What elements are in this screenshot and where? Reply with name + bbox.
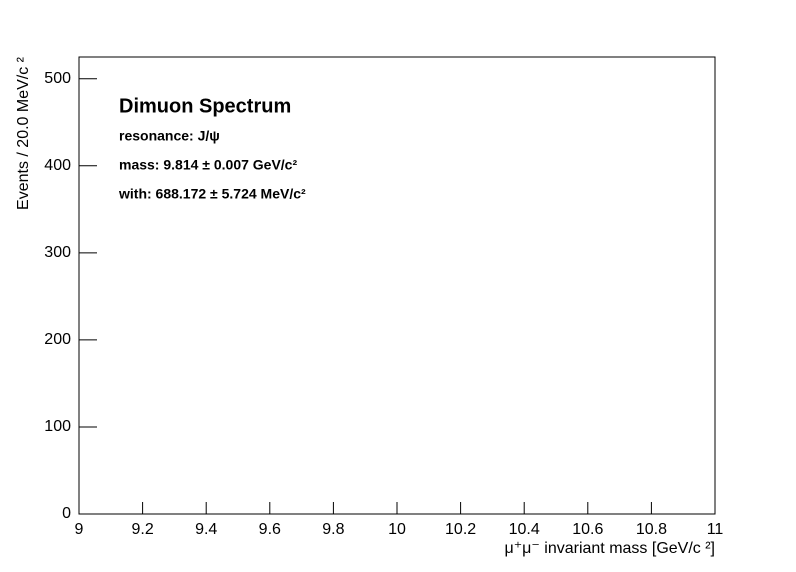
x-tick-label: 10.2 — [445, 521, 476, 538]
y-tick-label: 100 — [44, 418, 71, 435]
y-tick-label: 300 — [44, 244, 71, 261]
x-tick-label: 10.8 — [636, 521, 667, 538]
x-axis-label: μ⁺μ⁻ invariant mass [GeV/c ²] — [505, 540, 716, 557]
x-tick-label: 10.4 — [509, 521, 540, 538]
x-tick-label: 9.8 — [322, 521, 344, 538]
y-tick-label: 0 — [62, 505, 71, 522]
x-tick-label: 9.6 — [259, 521, 281, 538]
annotation: resonance: J/ψ — [119, 128, 220, 144]
x-tick-label: 10.6 — [572, 521, 603, 538]
x-tick-label: 11 — [707, 521, 724, 538]
y-tick-label: 200 — [44, 331, 71, 348]
x-tick-label: 9 — [75, 521, 84, 538]
annotation: with: 688.172 ± 5.724 MeV/c² — [118, 186, 306, 202]
x-tick-label: 10 — [388, 521, 406, 538]
annotation: mass: 9.814 ± 0.007 GeV/c² — [119, 157, 297, 173]
y-axis-label: Events / 20.0 MeV/c ² — [15, 56, 32, 210]
y-tick-label: 500 — [44, 70, 71, 87]
y-tick-label: 400 — [44, 157, 71, 174]
x-tick-label: 9.2 — [131, 521, 153, 538]
x-tick-label: 9.4 — [195, 521, 217, 538]
chart-title: Dimuon Spectrum — [119, 95, 291, 117]
